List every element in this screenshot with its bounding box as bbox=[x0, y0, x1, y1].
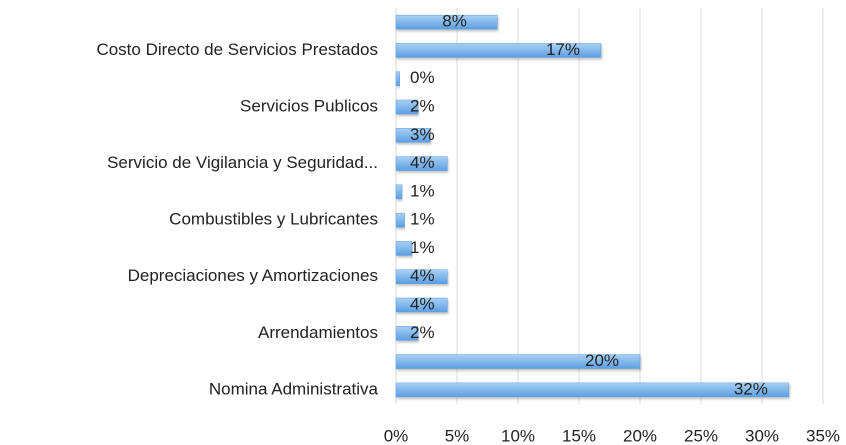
y-tick-label: Costo Directo de Servicios Prestados bbox=[96, 40, 378, 59]
data-label: 20% bbox=[585, 351, 619, 370]
y-tick-label: Nomina Administrativa bbox=[209, 379, 379, 398]
bar bbox=[395, 326, 419, 341]
data-label: 4% bbox=[410, 266, 435, 285]
data-label: 1% bbox=[410, 238, 435, 257]
data-label: 4% bbox=[410, 294, 435, 313]
x-tick-label: 20% bbox=[623, 426, 657, 445]
y-tick-label: Combustibles y Lubricantes bbox=[169, 210, 378, 229]
x-tick-label: 5% bbox=[445, 426, 470, 445]
bar bbox=[395, 184, 403, 200]
bar bbox=[395, 156, 448, 171]
x-tick-label: 15% bbox=[562, 426, 596, 445]
data-label: 2% bbox=[410, 323, 435, 342]
x-tick-label: 10% bbox=[501, 426, 535, 445]
y-tick-label: Arrendamientos bbox=[258, 323, 378, 342]
data-label: 17% bbox=[546, 40, 580, 59]
data-label: 3% bbox=[410, 125, 435, 144]
bar bbox=[395, 241, 413, 256]
data-label: 1% bbox=[410, 210, 435, 229]
bar bbox=[395, 128, 431, 143]
data-label: 2% bbox=[410, 96, 435, 115]
bar bbox=[395, 99, 419, 115]
bar bbox=[395, 354, 641, 369]
bar bbox=[395, 212, 405, 228]
x-tick-label: 35% bbox=[806, 426, 840, 445]
bar bbox=[395, 14, 498, 30]
x-tick-label: 25% bbox=[684, 426, 718, 445]
y-tick-label: Servicio de Vigilancia y Seguridad... bbox=[107, 153, 378, 172]
x-tick-label: 0% bbox=[384, 426, 409, 445]
bar bbox=[395, 297, 448, 313]
data-label: 32% bbox=[734, 379, 768, 398]
data-label: 4% bbox=[410, 153, 435, 172]
data-label: 0% bbox=[410, 68, 435, 87]
bar bbox=[395, 382, 790, 398]
bar bbox=[395, 269, 448, 284]
data-label: 8% bbox=[442, 12, 467, 31]
bar bbox=[395, 71, 400, 86]
y-tick-label: Servicios Publicos bbox=[240, 96, 378, 115]
y-tick-label: Depreciaciones y Amortizaciones bbox=[128, 266, 378, 285]
data-label: 1% bbox=[410, 181, 435, 200]
bar bbox=[395, 43, 602, 58]
x-tick-label: 30% bbox=[745, 426, 779, 445]
